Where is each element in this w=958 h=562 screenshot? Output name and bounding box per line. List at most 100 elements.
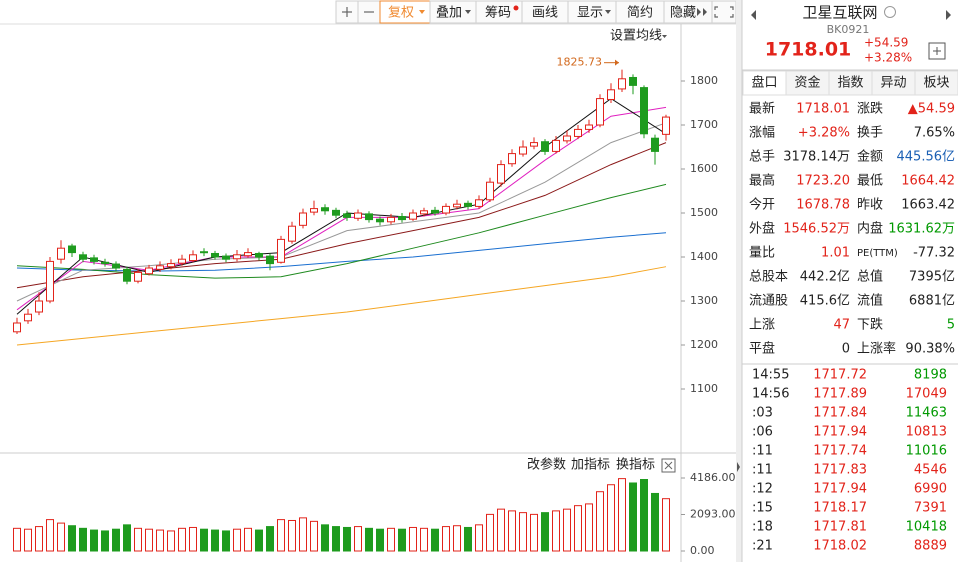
volume-bar xyxy=(244,527,252,552)
volume-bar xyxy=(46,519,54,552)
close-indicator[interactable] xyxy=(661,458,676,473)
y-tick-label: 1300 xyxy=(690,294,718,307)
candle-body xyxy=(508,153,516,165)
trade-price: 1717.94 xyxy=(813,425,867,440)
candle-body xyxy=(299,212,307,226)
tab[interactable] xyxy=(914,70,958,96)
trade-time: :12 xyxy=(752,482,773,497)
candle-body xyxy=(310,208,318,213)
volume-bar xyxy=(475,524,483,552)
candle-body xyxy=(332,209,340,216)
volume-bar xyxy=(640,478,648,552)
stat-value: 442.2亿 xyxy=(800,270,850,285)
fullscreen-button[interactable] xyxy=(711,0,737,24)
candle-body xyxy=(398,216,406,221)
volume-tick-label: 2093.00 xyxy=(690,507,736,520)
candle-body xyxy=(354,212,362,219)
volume-bar xyxy=(68,525,76,552)
trade-time: :15 xyxy=(752,501,773,516)
candle-body xyxy=(387,216,395,223)
candle-body xyxy=(255,252,263,258)
volume-bar xyxy=(145,528,153,552)
trade-volume: 8198 xyxy=(914,368,947,383)
toolbar-label: 画线 xyxy=(532,6,558,21)
volume-bar xyxy=(420,527,428,552)
stat-value: 47 xyxy=(833,318,850,333)
info-icon[interactable] xyxy=(884,6,896,18)
stat-label: 最新 xyxy=(749,101,775,117)
price-change: +54.59 xyxy=(864,36,908,50)
candle-body xyxy=(629,76,637,86)
candle-body xyxy=(24,313,32,322)
trade-price: 1717.72 xyxy=(813,368,867,383)
candle-body xyxy=(57,247,65,260)
volume-bar xyxy=(596,491,604,552)
volume-bar xyxy=(519,512,527,552)
volume-bar xyxy=(662,498,670,552)
trade-time: 14:55 xyxy=(752,368,789,383)
stat-value: 445.56亿 xyxy=(897,150,956,165)
candle-body xyxy=(178,258,186,264)
stat-label: 总值 xyxy=(857,269,883,285)
stat-label: 上涨 xyxy=(749,318,775,333)
indicator-button[interactable]: 换指标 xyxy=(616,458,655,473)
toolbar-label: 简约 xyxy=(627,5,653,21)
volume-bar xyxy=(398,528,406,552)
toolbar-label: 复权 xyxy=(388,5,414,21)
trade-time: :21 xyxy=(752,539,773,554)
stat-value: 1723.20 xyxy=(796,174,850,189)
stat-label: 总股本 xyxy=(749,270,788,285)
volume-bar xyxy=(310,520,318,552)
volume-bar xyxy=(24,528,32,552)
toolbar-label: 显示 xyxy=(577,6,603,21)
volume-bar xyxy=(354,526,362,552)
volume-bar xyxy=(57,522,65,552)
candle-body xyxy=(233,254,241,260)
candle-body xyxy=(46,260,54,302)
candle-body xyxy=(552,139,560,152)
toolbar-label: 筹码 xyxy=(485,5,511,21)
stat-label: 涨跌 xyxy=(857,101,883,117)
trade-volume: 17049 xyxy=(906,387,947,402)
y-tick-label: 1700 xyxy=(690,118,718,131)
arrow-head xyxy=(615,59,619,66)
tab[interactable] xyxy=(828,70,873,96)
prev-arrow[interactable] xyxy=(751,10,756,20)
volume-bar xyxy=(156,529,164,552)
last-price: 1718.01 xyxy=(765,39,852,61)
tab-label: 板块 xyxy=(923,76,949,91)
candle-body xyxy=(596,98,604,126)
ma-settings[interactable]: 设置均线 xyxy=(610,29,662,44)
y-tick-label: 1100 xyxy=(690,382,718,395)
candle-body xyxy=(112,263,120,269)
trade-time: :18 xyxy=(752,520,773,535)
tab-label: 资金 xyxy=(794,75,820,91)
tab[interactable] xyxy=(742,70,787,96)
trade-volume: 8889 xyxy=(914,539,947,554)
candle-body xyxy=(640,87,648,135)
volume-bar xyxy=(343,526,351,552)
trade-volume: 4546 xyxy=(914,463,947,478)
tab[interactable] xyxy=(871,70,916,96)
splitter[interactable] xyxy=(736,0,742,562)
candle-body xyxy=(343,213,351,218)
candle-body xyxy=(101,261,109,265)
volume-bar xyxy=(321,524,329,552)
volume-bar xyxy=(288,519,296,552)
candle-body xyxy=(541,141,549,152)
dropdown-arrow xyxy=(605,10,611,14)
indicator-button[interactable]: 改参数 xyxy=(527,457,566,473)
volume-bar xyxy=(376,528,384,552)
candle-body xyxy=(519,146,527,155)
toolbar-label: 隐藏 xyxy=(670,6,696,21)
next-arrow[interactable] xyxy=(946,10,951,20)
stat-value: 7395亿 xyxy=(909,270,955,285)
add-watchlist[interactable] xyxy=(928,42,946,60)
indicator-button[interactable]: 加指标 xyxy=(571,458,610,473)
tab[interactable] xyxy=(785,70,830,96)
volume-bar xyxy=(409,526,417,552)
volume-bar xyxy=(651,492,659,552)
stat-value: 1678.78 xyxy=(796,198,850,213)
